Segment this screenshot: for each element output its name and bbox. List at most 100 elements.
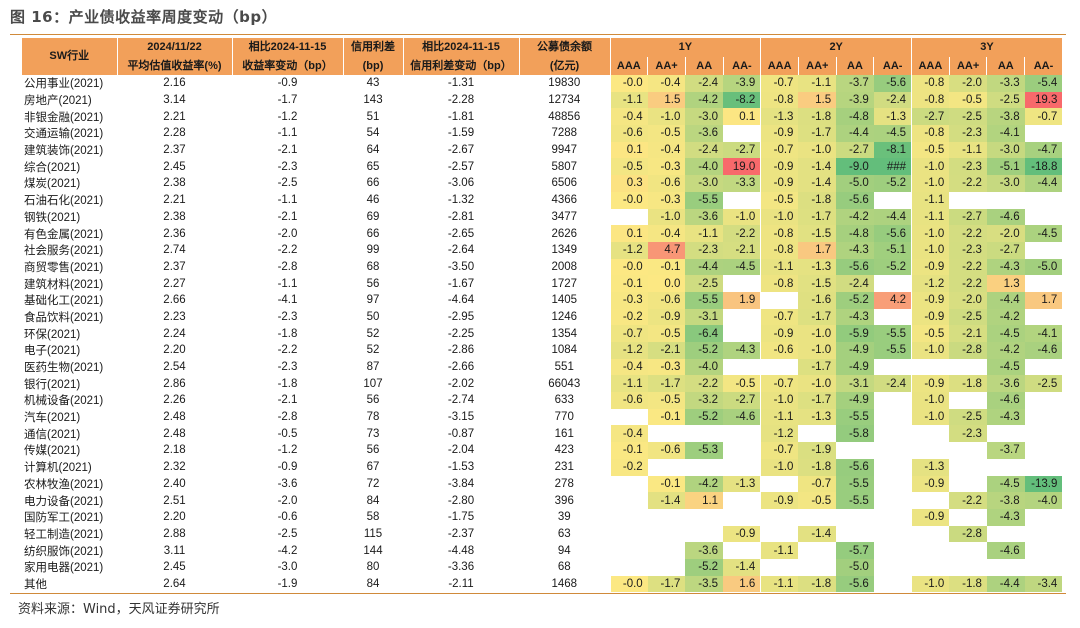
spread-cell: 115 [363,527,383,540]
heatmap-cell-y1-aaa: -0.6 [609,125,648,142]
spread-cell: 66 [366,227,380,240]
avg-yield-cell: 2.40 [163,477,186,490]
heatmap-cell-y3-aa-plus [949,459,987,476]
heatmap-cell-y1-aa-minus [723,492,761,509]
heatmap-cell-y2-aa-plus: -1.4 [798,525,837,543]
heatmap-cell-y2-aaa: -0.6 [760,342,799,359]
avg-yield-cell: 2.21 [163,194,186,207]
table-row: 通信(2021) 2.48 -0.5 73 -0.87 161 -0.4 -1.2 -5.8 -2… [22,425,1062,443]
heatmap-cell-y3-aa-minus: -2.5 [1024,375,1063,393]
table-row: 建筑材料(2021) 2.27 -1.1 56 -1.67 1727 -0.1 0.0 -2.5… [22,275,1062,292]
industry-cell: 环保(2021) [24,328,81,341]
heatmap-cell-y1-aa-plus: -0.5 [647,125,686,142]
header-yield-change: 相比2024-11-15 [232,38,344,57]
heatmap-cell-y1-aaa: -1.1 [609,91,648,109]
header-balance: 公募债余额 [519,38,611,57]
heatmap-cell-y3-aa: -3.6 [986,375,1025,393]
spread-cell: 65 [366,160,380,173]
table-row: 建筑装饰(2021) 2.37 -2.1 64 -2.67 9947 0.1 -0.4 -2.4… [22,141,1063,159]
heatmap-cell-y3-aa-minus: -4.0 [1024,492,1063,509]
spread-change-cell: -1.81 [447,110,475,123]
spread-change-cell: -3.15 [447,411,475,424]
heatmap-cell-y1-aa-minus: 0.1 [723,108,761,126]
spread-change-cell: -3.50 [447,260,475,273]
heatmap-cell-y1-aa-minus: -1.3 [723,475,761,493]
top-rule [10,34,1066,35]
balance-cell: 1084 [551,344,578,357]
heatmap-cell-y3-aa: -4.3 [986,408,1025,426]
avg-yield-cell: 2.20 [163,511,186,524]
heatmap-cell-y2-aa-minus: -8.1 [873,141,912,159]
heatmap-cell-y2-aa: -3.1 [836,375,874,393]
heatmap-cell-y2-aaa: -0.9 [760,325,799,342]
table-row: 轻工制造(2021) 2.88 -2.5 115 -2.37 63 -0.9 -1.4 -2.8 [22,525,1062,543]
industry-cell: 非银金融(2021) [24,111,104,124]
heatmap-cell-y3-aa-plus: -2.3 [949,241,987,259]
heatmap-cell-y2-aaa [760,475,799,493]
heatmap-cell-y2-aaa: -0.8 [760,275,799,292]
spread-change-cell: -2.57 [447,160,475,173]
heatmap-cell-y3-aaa: -0.8 [911,75,950,92]
heatmap-cell-y3-aa: -4.5 [986,358,1025,376]
industry-cell: 计算机(2021) [24,462,92,475]
balance-cell: 12734 [548,94,581,107]
yield-change-cell: -0.6 [277,511,298,524]
heatmap-cell-y3-aa-minus: -4.6 [1024,342,1063,359]
heatmap-cell-y2-aa-minus: -5.6 [873,75,912,92]
balance-cell: 68 [557,561,571,574]
heatmap-cell-y2-aa: -5.0 [836,175,874,192]
heatmap-cell-y3-aaa: -1.2 [911,275,950,292]
spread-cell: 58 [366,511,380,524]
heatmap-cell-y2-aaa: -1.0 [760,208,799,226]
heatmap-cell-y1-aa-minus [723,192,761,209]
heatmap-cell-y2-aaa: -1.1 [760,408,799,426]
heatmap-cell-y1-aa-plus: -0.3 [647,191,686,209]
heatmap-cell-y3-aa-plus [949,476,987,493]
heatmap-cell-y3-aa-minus: -0.7 [1024,108,1063,126]
heatmap-cell-y2-aa-plus: 1.7 [798,241,837,259]
heatmap-cell-y3-aaa: -0.9 [911,291,950,309]
avg-yield-cell: 2.32 [163,461,186,474]
industry-cell: 公用事业(2021) [24,78,104,91]
heatmap-cell-y1-aaa: -0.0 [609,258,648,276]
avg-yield-cell: 2.45 [163,561,186,574]
avg-yield-cell: 2.88 [163,527,186,540]
yield-change-cell: -2.1 [277,210,298,223]
heatmap-cell-y2-aa: -5.6 [836,191,874,209]
heatmap-cell-y2-aa-minus [874,359,912,376]
heatmap-cell-y2-aa-plus: -1.3 [798,258,837,276]
heatmap-cell-y2-aa: -4.3 [836,308,874,326]
heatmap-cell-y3-aa-plus: -2.3 [949,125,987,142]
heatmap-cell-y3-aa-minus: 1.7 [1024,291,1063,309]
balance-cell: 39 [557,511,571,524]
heatmap-cell-y2-aa: -2.7 [836,141,874,159]
heatmap-cell-y1-aaa: -0.1 [609,442,648,459]
heatmap-cell-y1-aa-minus: -4.6 [723,408,761,426]
heatmap-cell-y2-aa-plus: 1.5 [798,91,837,109]
heatmap-cell-y1-aaa [609,558,648,576]
heatmap-cell-y1-aa-plus: 0.0 [647,275,686,292]
heatmap-cell-y2-aa-minus: -5.2 [873,175,912,192]
heatmap-cell-y3-aa-minus [1025,509,1063,526]
heatmap-cell-y3-aa-minus: -18.8 [1024,158,1063,176]
heatmap-cell-y2-aa-minus: -1.3 [873,108,912,126]
heatmap-cell-y3-aa: -4.4 [986,575,1025,593]
heatmap-cell-y2-aa-minus: -2.4 [873,91,912,109]
heatmap-cell-y1-aa-plus [648,509,686,526]
avg-yield-cell: 2.48 [163,427,186,440]
heatmap-cell-y1-aa-plus: -0.6 [647,175,686,192]
heatmap-cell-y1-aa: -3.2 [685,392,724,409]
heatmap-cell-y1-aa-plus: 4.7 [647,241,686,259]
spread-cell: 87 [366,361,380,374]
heatmap-cell-y2-aa: -5.7 [836,542,874,559]
heatmap-cell-y2-aa-plus [798,425,836,442]
heatmap-cell-y3-aa: -2.5 [986,91,1025,109]
heatmap-cell-y1-aaa: -0.2 [609,308,648,326]
heatmap-cell-y2-aaa [760,508,799,526]
yield-change-cell: -4.2 [277,544,298,557]
heatmap-cell-y1-aa: -3.5 [685,575,724,593]
heatmap-cell-y3-aa-plus: -2.5 [949,108,987,126]
heatmap-cell-y2-aa-minus [874,476,912,493]
heatmap-cell-y2-aa: -4.2 [836,208,874,226]
heatmap-cell-y2-aa-minus [874,442,912,459]
